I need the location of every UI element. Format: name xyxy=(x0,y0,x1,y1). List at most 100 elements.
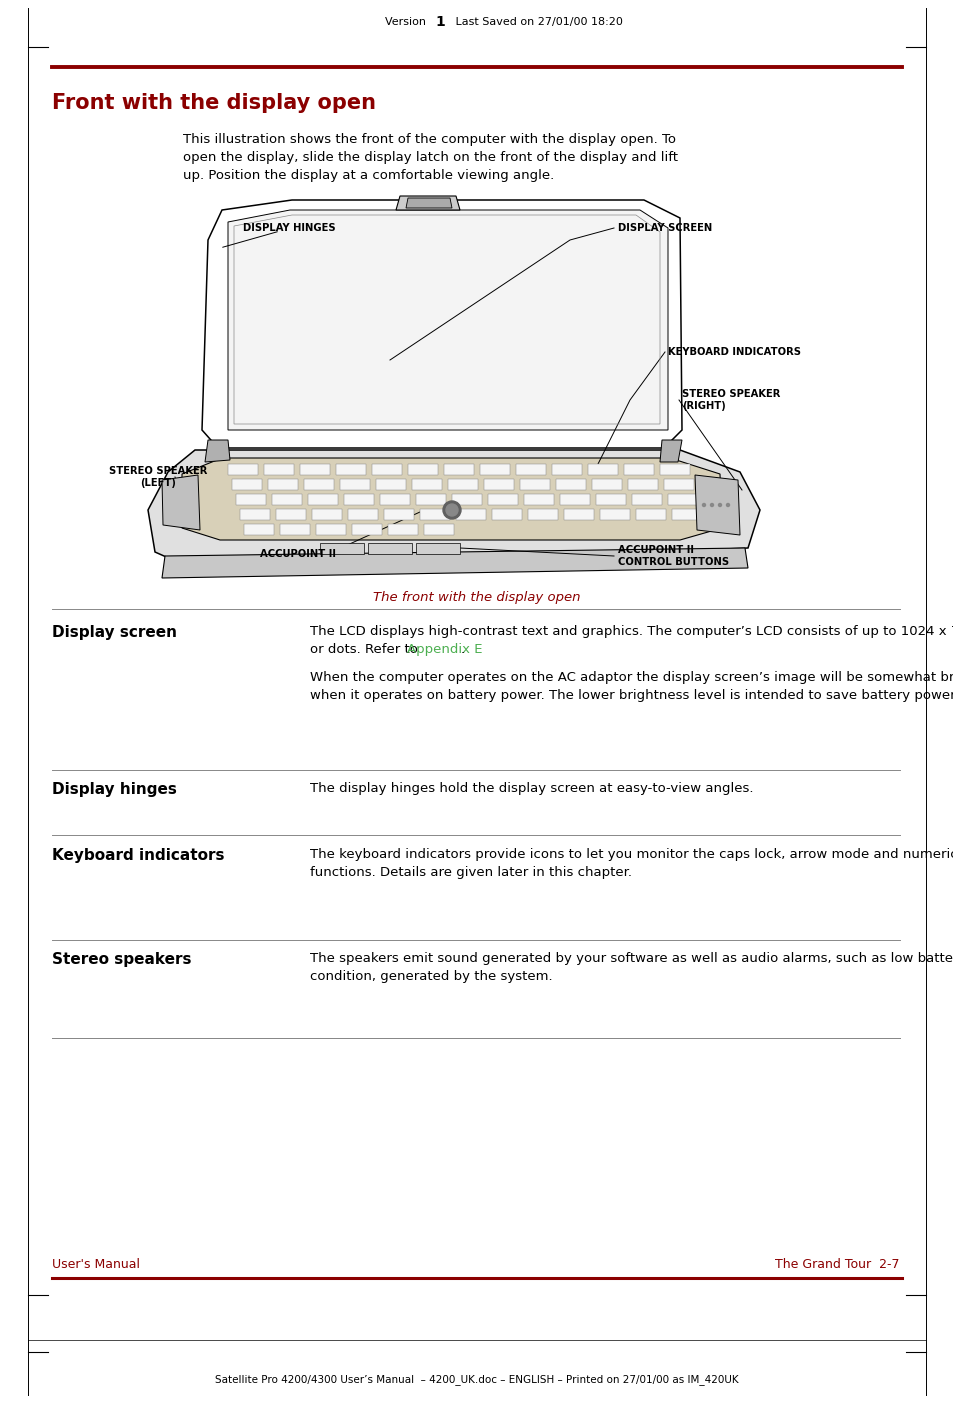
Text: when it operates on battery power. The lower brightness level is intended to sav: when it operates on battery power. The l… xyxy=(310,689,953,702)
Polygon shape xyxy=(659,440,681,462)
Polygon shape xyxy=(519,479,550,490)
Polygon shape xyxy=(299,464,330,475)
Polygon shape xyxy=(388,524,417,535)
Polygon shape xyxy=(148,449,760,572)
Polygon shape xyxy=(563,509,594,520)
Circle shape xyxy=(442,502,460,519)
Polygon shape xyxy=(443,464,474,475)
Circle shape xyxy=(718,503,720,506)
Text: STEREO SPEAKER: STEREO SPEAKER xyxy=(109,466,207,476)
Polygon shape xyxy=(552,464,581,475)
Polygon shape xyxy=(412,479,441,490)
Text: KEYBOARD INDICATORS: KEYBOARD INDICATORS xyxy=(667,347,801,356)
Polygon shape xyxy=(423,524,454,535)
Polygon shape xyxy=(695,475,740,535)
Text: DISPLAY HINGES: DISPLAY HINGES xyxy=(243,223,335,232)
Polygon shape xyxy=(384,509,414,520)
Polygon shape xyxy=(627,479,658,490)
Text: User's Manual: User's Manual xyxy=(52,1258,140,1271)
Polygon shape xyxy=(315,524,346,535)
Polygon shape xyxy=(587,464,618,475)
Text: up. Position the display at a comfortable viewing angle.: up. Position the display at a comfortabl… xyxy=(183,169,554,183)
Text: This illustration shows the front of the computer with the display open. To: This illustration shows the front of the… xyxy=(183,134,676,147)
Text: Display screen: Display screen xyxy=(52,626,177,640)
Polygon shape xyxy=(275,509,306,520)
Polygon shape xyxy=(456,509,485,520)
Polygon shape xyxy=(559,495,589,504)
Polygon shape xyxy=(368,542,412,554)
Text: Keyboard indicators: Keyboard indicators xyxy=(52,848,224,862)
Text: The LCD displays high-contrast text and graphics. The computer’s LCD consists of: The LCD displays high-contrast text and … xyxy=(310,626,953,638)
Polygon shape xyxy=(348,509,377,520)
Polygon shape xyxy=(527,509,558,520)
Polygon shape xyxy=(339,479,370,490)
Polygon shape xyxy=(304,479,334,490)
Text: DISPLAY SCREEN: DISPLAY SCREEN xyxy=(618,223,712,232)
Polygon shape xyxy=(623,464,654,475)
Polygon shape xyxy=(280,524,310,535)
Polygon shape xyxy=(379,495,410,504)
Polygon shape xyxy=(352,524,381,535)
Polygon shape xyxy=(408,464,437,475)
Circle shape xyxy=(446,504,457,516)
Text: Display hinges: Display hinges xyxy=(52,782,176,797)
Polygon shape xyxy=(272,495,302,504)
Polygon shape xyxy=(319,542,364,554)
Polygon shape xyxy=(205,440,230,462)
Polygon shape xyxy=(671,509,701,520)
Polygon shape xyxy=(636,509,665,520)
Text: The Grand Tour  2-7: The Grand Tour 2-7 xyxy=(775,1258,899,1271)
Text: Front with the display open: Front with the display open xyxy=(52,93,375,113)
Polygon shape xyxy=(556,479,585,490)
Polygon shape xyxy=(663,479,693,490)
Circle shape xyxy=(726,503,729,506)
Polygon shape xyxy=(492,509,521,520)
Text: Stereo speakers: Stereo speakers xyxy=(52,952,192,967)
Text: ACCUPOINT II: ACCUPOINT II xyxy=(260,550,335,559)
Circle shape xyxy=(701,503,705,506)
Text: condition, generated by the system.: condition, generated by the system. xyxy=(310,969,552,983)
Polygon shape xyxy=(244,524,274,535)
Polygon shape xyxy=(416,542,459,554)
Polygon shape xyxy=(264,464,294,475)
Polygon shape xyxy=(596,495,625,504)
Text: The keyboard indicators provide icons to let you monitor the caps lock, arrow mo: The keyboard indicators provide icons to… xyxy=(310,848,953,861)
Polygon shape xyxy=(479,464,510,475)
Polygon shape xyxy=(235,495,266,504)
Text: functions. Details are given later in this chapter.: functions. Details are given later in th… xyxy=(310,867,631,879)
Circle shape xyxy=(710,503,713,506)
Text: CONTROL BUTTONS: CONTROL BUTTONS xyxy=(618,557,728,566)
Polygon shape xyxy=(523,495,554,504)
Text: The speakers emit sound generated by your software as well as audio alarms, such: The speakers emit sound generated by you… xyxy=(310,952,953,965)
Polygon shape xyxy=(162,548,747,578)
Text: 1: 1 xyxy=(435,15,444,30)
Text: STEREO SPEAKER: STEREO SPEAKER xyxy=(681,389,780,399)
Polygon shape xyxy=(375,479,406,490)
Polygon shape xyxy=(448,479,477,490)
Text: (LEFT): (LEFT) xyxy=(140,478,175,488)
Polygon shape xyxy=(228,210,667,430)
Polygon shape xyxy=(488,495,517,504)
Polygon shape xyxy=(372,464,401,475)
Polygon shape xyxy=(228,464,257,475)
Polygon shape xyxy=(516,464,545,475)
Text: Version: Version xyxy=(385,17,433,27)
Polygon shape xyxy=(659,464,689,475)
Text: The front with the display open: The front with the display open xyxy=(373,590,580,603)
Polygon shape xyxy=(232,479,262,490)
Text: open the display, slide the display latch on the front of the display and lift: open the display, slide the display latc… xyxy=(183,152,678,165)
Polygon shape xyxy=(344,495,374,504)
Text: (RIGHT): (RIGHT) xyxy=(681,402,725,411)
Polygon shape xyxy=(312,509,341,520)
Text: .: . xyxy=(459,643,464,657)
Text: The display hinges hold the display screen at easy-to-view angles.: The display hinges hold the display scre… xyxy=(310,782,753,795)
Text: Appendix E: Appendix E xyxy=(406,643,481,657)
Polygon shape xyxy=(268,479,297,490)
Text: or dots. Refer to: or dots. Refer to xyxy=(310,643,421,657)
Polygon shape xyxy=(592,479,621,490)
Polygon shape xyxy=(308,495,337,504)
Polygon shape xyxy=(416,495,446,504)
Text: Last Saved on 27/01/00 18:20: Last Saved on 27/01/00 18:20 xyxy=(444,17,622,27)
Polygon shape xyxy=(182,458,721,540)
Polygon shape xyxy=(667,495,698,504)
